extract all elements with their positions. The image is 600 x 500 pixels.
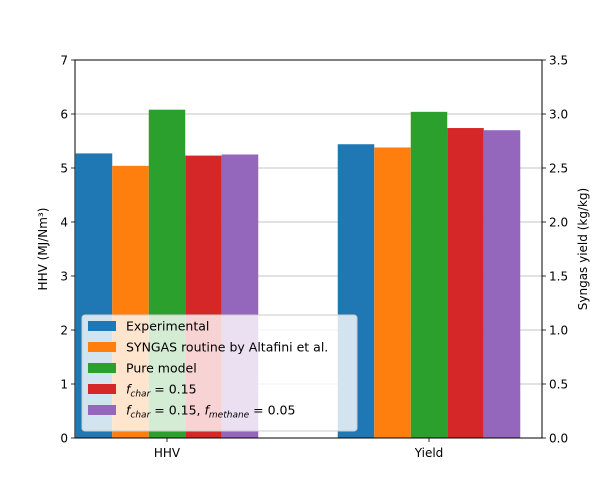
bar-yield-series-2 (374, 147, 411, 439)
left-tick-label: 0 (60, 432, 68, 446)
left-tick-label: 1 (60, 378, 68, 392)
x-axis: HHV Yield (154, 438, 443, 460)
right-tick-label: 0.5 (549, 378, 568, 392)
legend-label: SYNGAS routine by Altafini et al. (126, 340, 328, 355)
x-tick-label: HHV (154, 446, 181, 460)
left-tick-label: 3 (60, 270, 68, 284)
legend-swatch (88, 384, 116, 394)
right-y-axis: 0.0 0.5 1.0 1.5 2.0 2.5 3.0 3.5 (542, 54, 568, 446)
legend-label: Experimental (126, 319, 209, 334)
bar-yield-series-3 (410, 111, 448, 438)
left-tick-label: 7 (60, 54, 68, 68)
legend-label: fchar = 0.15, fmethane = 0.05 (126, 403, 295, 421)
legend-swatch (88, 363, 116, 373)
left-axis-label: HHV (MJ/Nm³) (36, 208, 50, 291)
legend-box (81, 314, 358, 432)
legend-swatch (88, 321, 116, 331)
left-tick-label: 5 (60, 162, 68, 176)
right-tick-label: 2.0 (549, 216, 568, 230)
right-tick-label: 2.5 (549, 162, 568, 176)
right-tick-label: 3.5 (549, 54, 568, 68)
right-tick-label: 3.0 (549, 108, 568, 122)
legend-label: Pure model (126, 361, 197, 376)
right-axis-label: Syngas yield (kg/kg) (576, 188, 590, 310)
left-tick-label: 2 (60, 324, 68, 338)
legend: Experimental SYNGAS routine by Altafini e… (81, 314, 358, 432)
left-y-axis: 0 1 2 3 4 5 6 7 (60, 54, 75, 446)
right-tick-label: 1.0 (549, 324, 568, 338)
plot-frame (74, 59, 543, 439)
left-tick-label: 4 (60, 216, 68, 230)
legend-label: fchar = 0.15 (126, 382, 197, 400)
bar-yield-series-5 (483, 130, 521, 438)
x-tick-label: Yield (414, 446, 444, 460)
right-tick-label: 0.0 (549, 432, 568, 446)
right-tick-label: 1.5 (549, 270, 568, 284)
legend-swatch (88, 342, 116, 352)
left-tick-label: 6 (60, 108, 68, 122)
legend-swatch (88, 405, 116, 415)
bar-yield-series-4 (447, 128, 484, 439)
